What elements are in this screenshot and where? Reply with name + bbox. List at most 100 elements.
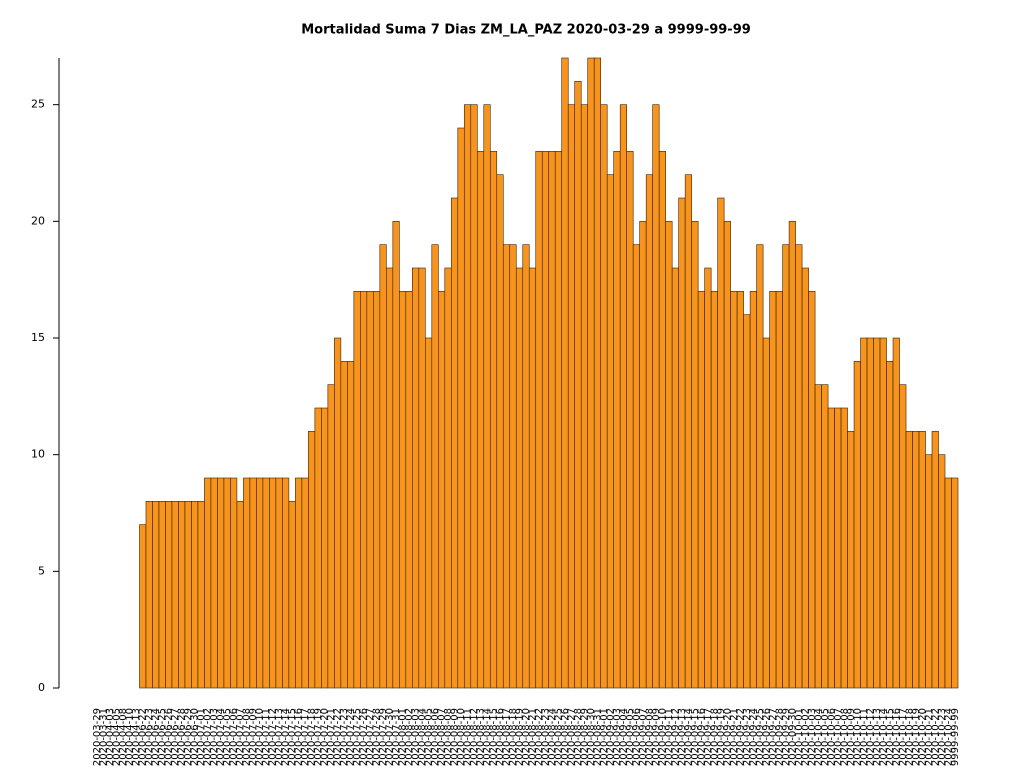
x-tick-label: 2020-09-01 xyxy=(599,708,610,766)
x-tick-label: 2020-09-23 xyxy=(742,708,753,766)
bar xyxy=(892,337,900,689)
bar xyxy=(756,244,764,689)
bar xyxy=(665,221,673,689)
bar xyxy=(275,477,283,689)
bar xyxy=(158,501,166,689)
bar xyxy=(360,291,368,689)
x-tick-label: 2020-09-05 xyxy=(625,708,636,766)
x-tick-label: 2020-06-23 xyxy=(144,708,155,766)
x-tick-label: 2020-07-17 xyxy=(300,708,311,766)
bar xyxy=(256,477,264,689)
x-tick-label: 2020-10-15 xyxy=(885,708,896,766)
bar xyxy=(321,407,329,689)
bar xyxy=(587,57,595,689)
x-tick-label: 2020-07-12 xyxy=(268,708,279,766)
x-tick-label: 2020-09-18 xyxy=(709,708,720,766)
x-tick-label: 2020-08-29 xyxy=(579,708,590,766)
x-tick-label: 2020-09-26 xyxy=(761,708,772,766)
bar xyxy=(217,477,225,689)
bar xyxy=(522,244,530,689)
bar xyxy=(463,104,472,689)
x-tick-label: 2020-07-11 xyxy=(261,708,272,766)
bar xyxy=(853,361,861,689)
bar xyxy=(334,337,342,689)
bar xyxy=(613,151,621,689)
bar xyxy=(684,174,692,689)
bar xyxy=(873,337,881,689)
bar xyxy=(580,104,589,689)
bar xyxy=(470,104,478,689)
x-tick-label: 2020-06-25 xyxy=(157,708,168,766)
x-tick-label: 2020-08-05 xyxy=(424,708,435,766)
bar xyxy=(808,291,816,689)
x-tick-label: 2020-09-29 xyxy=(781,708,792,766)
x-tick-label: 2020-09-19 xyxy=(716,708,727,766)
bar xyxy=(243,477,251,689)
bar xyxy=(489,151,498,689)
x-tick-label: 2020-08-04 xyxy=(417,708,428,766)
bar xyxy=(347,361,355,689)
x-tick-label: 2020-08-25 xyxy=(553,708,564,766)
bar xyxy=(535,151,543,689)
x-tick-label: 9999-99-99 xyxy=(950,708,961,766)
y-tick-label: 15 xyxy=(31,331,45,344)
x-tick-label: 2020-10-06 xyxy=(826,708,837,766)
x-tick-label: 2020-08-03 xyxy=(411,708,422,766)
bar xyxy=(431,244,439,689)
x-tick-label: 2020-08-31 xyxy=(592,708,603,766)
x-tick-label: 2020-08-19 xyxy=(515,708,526,766)
bar xyxy=(938,454,946,689)
bar xyxy=(827,407,835,689)
x-tick-label: 2020-07-07 xyxy=(235,708,246,766)
x-tick-label: 2020-07-13 xyxy=(274,708,285,766)
x-tick-label: 2020-08-23 xyxy=(540,708,551,766)
x-tick-label: 2020-07-31 xyxy=(391,708,402,766)
x-tick-label: 2020-08-10 xyxy=(456,708,467,766)
bar xyxy=(262,477,270,689)
bar xyxy=(944,477,952,689)
bar xyxy=(626,151,634,689)
x-tick-label: 2020-06-27 xyxy=(170,708,181,766)
x-tick-label: 2020-07-01 xyxy=(196,708,207,766)
bar xyxy=(379,244,387,689)
x-tick-label: 2020-09-30 xyxy=(787,708,798,766)
bar xyxy=(749,291,757,689)
x-tick-label: 2020-10-16 xyxy=(891,708,902,766)
bar xyxy=(658,151,666,689)
y-tick-label: 20 xyxy=(31,214,45,227)
bar xyxy=(652,104,660,689)
bar xyxy=(392,221,400,689)
bar xyxy=(899,384,907,689)
bar xyxy=(788,221,796,689)
x-tick-label: 2020-07-16 xyxy=(294,708,305,766)
x-tick-label: 2020-09-03 xyxy=(612,708,623,766)
y-tick-label: 0 xyxy=(38,681,45,694)
bar xyxy=(541,151,550,689)
x-tick-label: 2020-04-03 xyxy=(105,708,116,766)
x-tick-label: 2020-07-25 xyxy=(352,708,363,766)
bar xyxy=(509,244,517,689)
x-tick-label: 2020-10-24 xyxy=(943,708,954,766)
x-tick-label: 2020-06-28 xyxy=(177,708,188,766)
x-tick-label: 2020-07-23 xyxy=(339,708,350,766)
bar xyxy=(567,104,576,689)
bar xyxy=(606,174,614,689)
bar xyxy=(308,431,316,689)
bar xyxy=(210,477,218,689)
x-tick-label: 2020-09-04 xyxy=(618,708,629,766)
x-tick-label: 2020-08-01 xyxy=(398,708,409,766)
x-tick-label: 2020-07-21 xyxy=(326,708,337,766)
x-tick-label: 2020-09-25 xyxy=(755,708,766,766)
bar xyxy=(502,244,511,689)
x-tick-label: 2020-10-19 xyxy=(911,708,922,766)
x-tick-label: 2020-07-05 xyxy=(222,708,233,766)
x-tick-label: 2020-08-14 xyxy=(482,708,493,766)
x-tick-label: 2020-10-07 xyxy=(833,708,844,766)
x-tick-label: 2020-10-04 xyxy=(813,708,824,766)
y-tick-label: 25 xyxy=(31,98,45,111)
bar xyxy=(912,431,920,689)
bar xyxy=(925,454,933,689)
x-tick-label: 2020-04-10 xyxy=(125,708,136,766)
bar xyxy=(951,477,959,689)
x-tick-label: 2020-06-29 xyxy=(183,708,194,766)
